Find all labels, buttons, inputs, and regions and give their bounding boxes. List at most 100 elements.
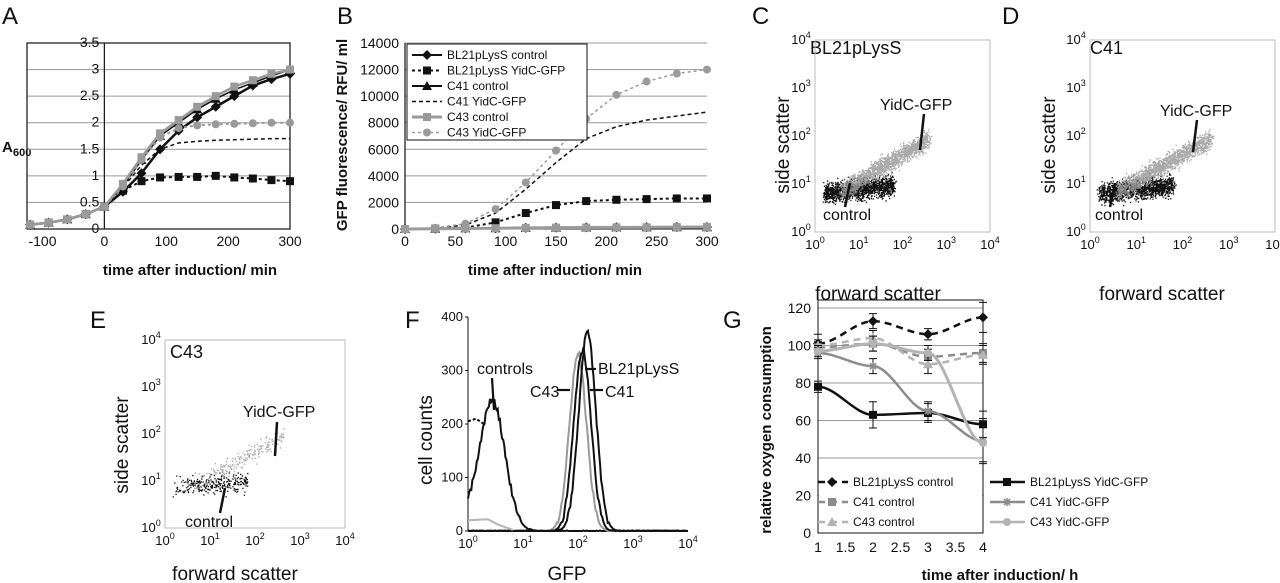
panel-e-control-pointer	[218, 487, 227, 514]
panel-f-light-trace	[467, 518, 514, 531]
panel-e-ytick-label: 102	[141, 424, 160, 441]
panel-b-legend-label: C43 YidC-GFP	[447, 126, 526, 140]
panel-a-xtick-label: 200	[216, 233, 240, 249]
panel-g-data-point	[978, 349, 988, 359]
panel-e-xtick-label: 102	[245, 531, 264, 548]
panel-b-data-point	[521, 223, 530, 232]
panel-b-data-point	[582, 223, 591, 232]
panel-g-data-point	[923, 359, 933, 369]
panel-b-xtick-label: 0	[401, 233, 409, 249]
panel-b-data-point	[521, 209, 530, 218]
panel-e-plot: 100 101 102 103 104 100 101 102 103 104	[141, 330, 354, 548]
panel-d-xtick-label: 103	[1219, 235, 1238, 252]
panel-b-data-point	[612, 195, 621, 204]
panel-d-ylabel: side scatter	[1039, 96, 1060, 194]
panel-e-xtick-label: 101	[200, 531, 219, 548]
panel-c-xtick-label: 101	[849, 235, 868, 252]
panel-g-chart: 0 20 40 60 80 100 120 1 1.5 2 2.5 3 3.5 4 BL21pLysS co…	[788, 299, 1148, 555]
panel-f-xtick-label: 100	[458, 534, 477, 551]
panel-letter-d: D	[1002, 3, 1019, 30]
panel-e-xtick-label: 100	[155, 531, 174, 548]
panel-e-frame	[164, 339, 346, 529]
panel-g-series-line	[817, 351, 984, 443]
panel-c-xlabel: forward scatter	[815, 284, 941, 305]
panel-g-ylabel: relative oxygen consumption	[758, 326, 775, 534]
panel-g-data-point	[978, 312, 988, 323]
panel-b-data-point	[642, 195, 651, 204]
panel-g-series-line	[817, 385, 984, 426]
panel-d-xtick-label: 100	[1080, 235, 1099, 252]
panel-a-data-point	[211, 171, 220, 180]
panel-g-xtick-label: 2	[869, 539, 877, 555]
panel-b-data-point	[672, 223, 681, 232]
panel-a-data-point	[211, 92, 220, 101]
panel-c-ytick-label: 100	[791, 222, 810, 239]
panel-d-inset-label: C41	[1090, 38, 1123, 58]
panel-a-xtick-label: 100	[155, 233, 179, 249]
panel-a-data-point	[118, 186, 127, 195]
panel-a-ytick-label: 0.5	[80, 193, 100, 209]
panel-c-frame	[814, 39, 991, 233]
panel-b-data-point	[552, 146, 560, 155]
panel-a-data-point	[211, 120, 220, 129]
panel-d-ann-yidc: YidC-GFP	[1160, 103, 1232, 120]
panel-b-data-point	[552, 201, 560, 210]
panel-d-frame	[1089, 39, 1276, 233]
panel-b-legend-label: C43 control	[447, 110, 508, 124]
panel-e-ann-yidc: YidC-GFP	[243, 404, 315, 421]
panel-d-ytick-label: 104	[1066, 30, 1085, 47]
panel-letter-f: F	[405, 307, 420, 334]
panel-b-data-point	[491, 205, 500, 214]
panel-d-ytick-label: 100	[1066, 222, 1085, 239]
panel-f-control-dashed	[467, 417, 485, 425]
panel-b-data-point	[703, 65, 711, 74]
panel-letter-a: A	[2, 3, 18, 30]
panel-c-ytick-label: 103	[791, 78, 810, 95]
panel-a-data-point	[174, 172, 183, 181]
panel-f-ytick-label: 100	[441, 470, 463, 485]
panel-g-legend-marker	[1003, 518, 1011, 526]
panel-d-plot: 100 101 102 103 104 100 101 102 103 104	[1066, 30, 1280, 252]
panel-e-xtick-label: 103	[290, 531, 309, 548]
panel-g-data-point	[869, 339, 877, 348]
panel-b-legend-label: BL21pLysS control	[447, 48, 547, 62]
panel-f-xtick-label: 103	[623, 534, 642, 551]
panel-g-legend-label: C41 YidC-GFP	[1030, 495, 1109, 509]
panel-b-series-line	[404, 111, 708, 230]
panel-g-data-point	[868, 316, 878, 327]
panel-b-ytick-label: 10000	[360, 88, 399, 104]
panel-g-legend-label: C43 YidC-GFP	[1030, 515, 1109, 529]
panel-f-ytick-label: 200	[441, 416, 463, 431]
panel-b-ytick-label: 14000	[360, 35, 399, 51]
panel-c-xtick-label: 103	[937, 235, 956, 252]
panel-b-ytick-label: 8000	[368, 115, 399, 131]
panel-g-legend-marker	[1003, 498, 1011, 506]
panel-a-data-point	[63, 215, 72, 224]
panel-f-ylabel: cell counts	[416, 395, 437, 485]
panel-g-xtick-label: 1.5	[836, 539, 856, 555]
panel-b-data-point	[703, 223, 711, 232]
panel-g-ytick-label: 60	[795, 413, 811, 429]
panel-b-data-point	[642, 77, 651, 86]
panel-c-ann-control: control	[823, 207, 871, 224]
panel-b-legend-label: BL21pLysS YidC-GFP	[447, 64, 565, 78]
panel-a-data-point	[286, 177, 294, 186]
panel-a-data-point	[286, 65, 294, 74]
panel-f-ytick-label: 300	[441, 363, 463, 378]
panel-d-xtick-label: 102	[1173, 235, 1192, 252]
panel-b-legend-box	[406, 43, 588, 141]
panel-a-xtick-label: 0	[100, 233, 108, 249]
panel-a-data-point	[26, 220, 35, 229]
panel-g-data-point	[869, 362, 877, 371]
panel-a-series-line	[29, 121, 290, 226]
panel-g-data-point	[979, 439, 987, 447]
panel-g-series-line	[817, 342, 984, 359]
panel-g-data-point	[924, 349, 932, 357]
panel-b-legend-marker	[422, 50, 432, 60]
panel-a-data-point	[174, 116, 183, 125]
panel-a-data-point	[248, 119, 257, 128]
panel-f-xlabel: GFP	[547, 564, 586, 583]
panel-c-yidc-dots	[838, 129, 933, 203]
